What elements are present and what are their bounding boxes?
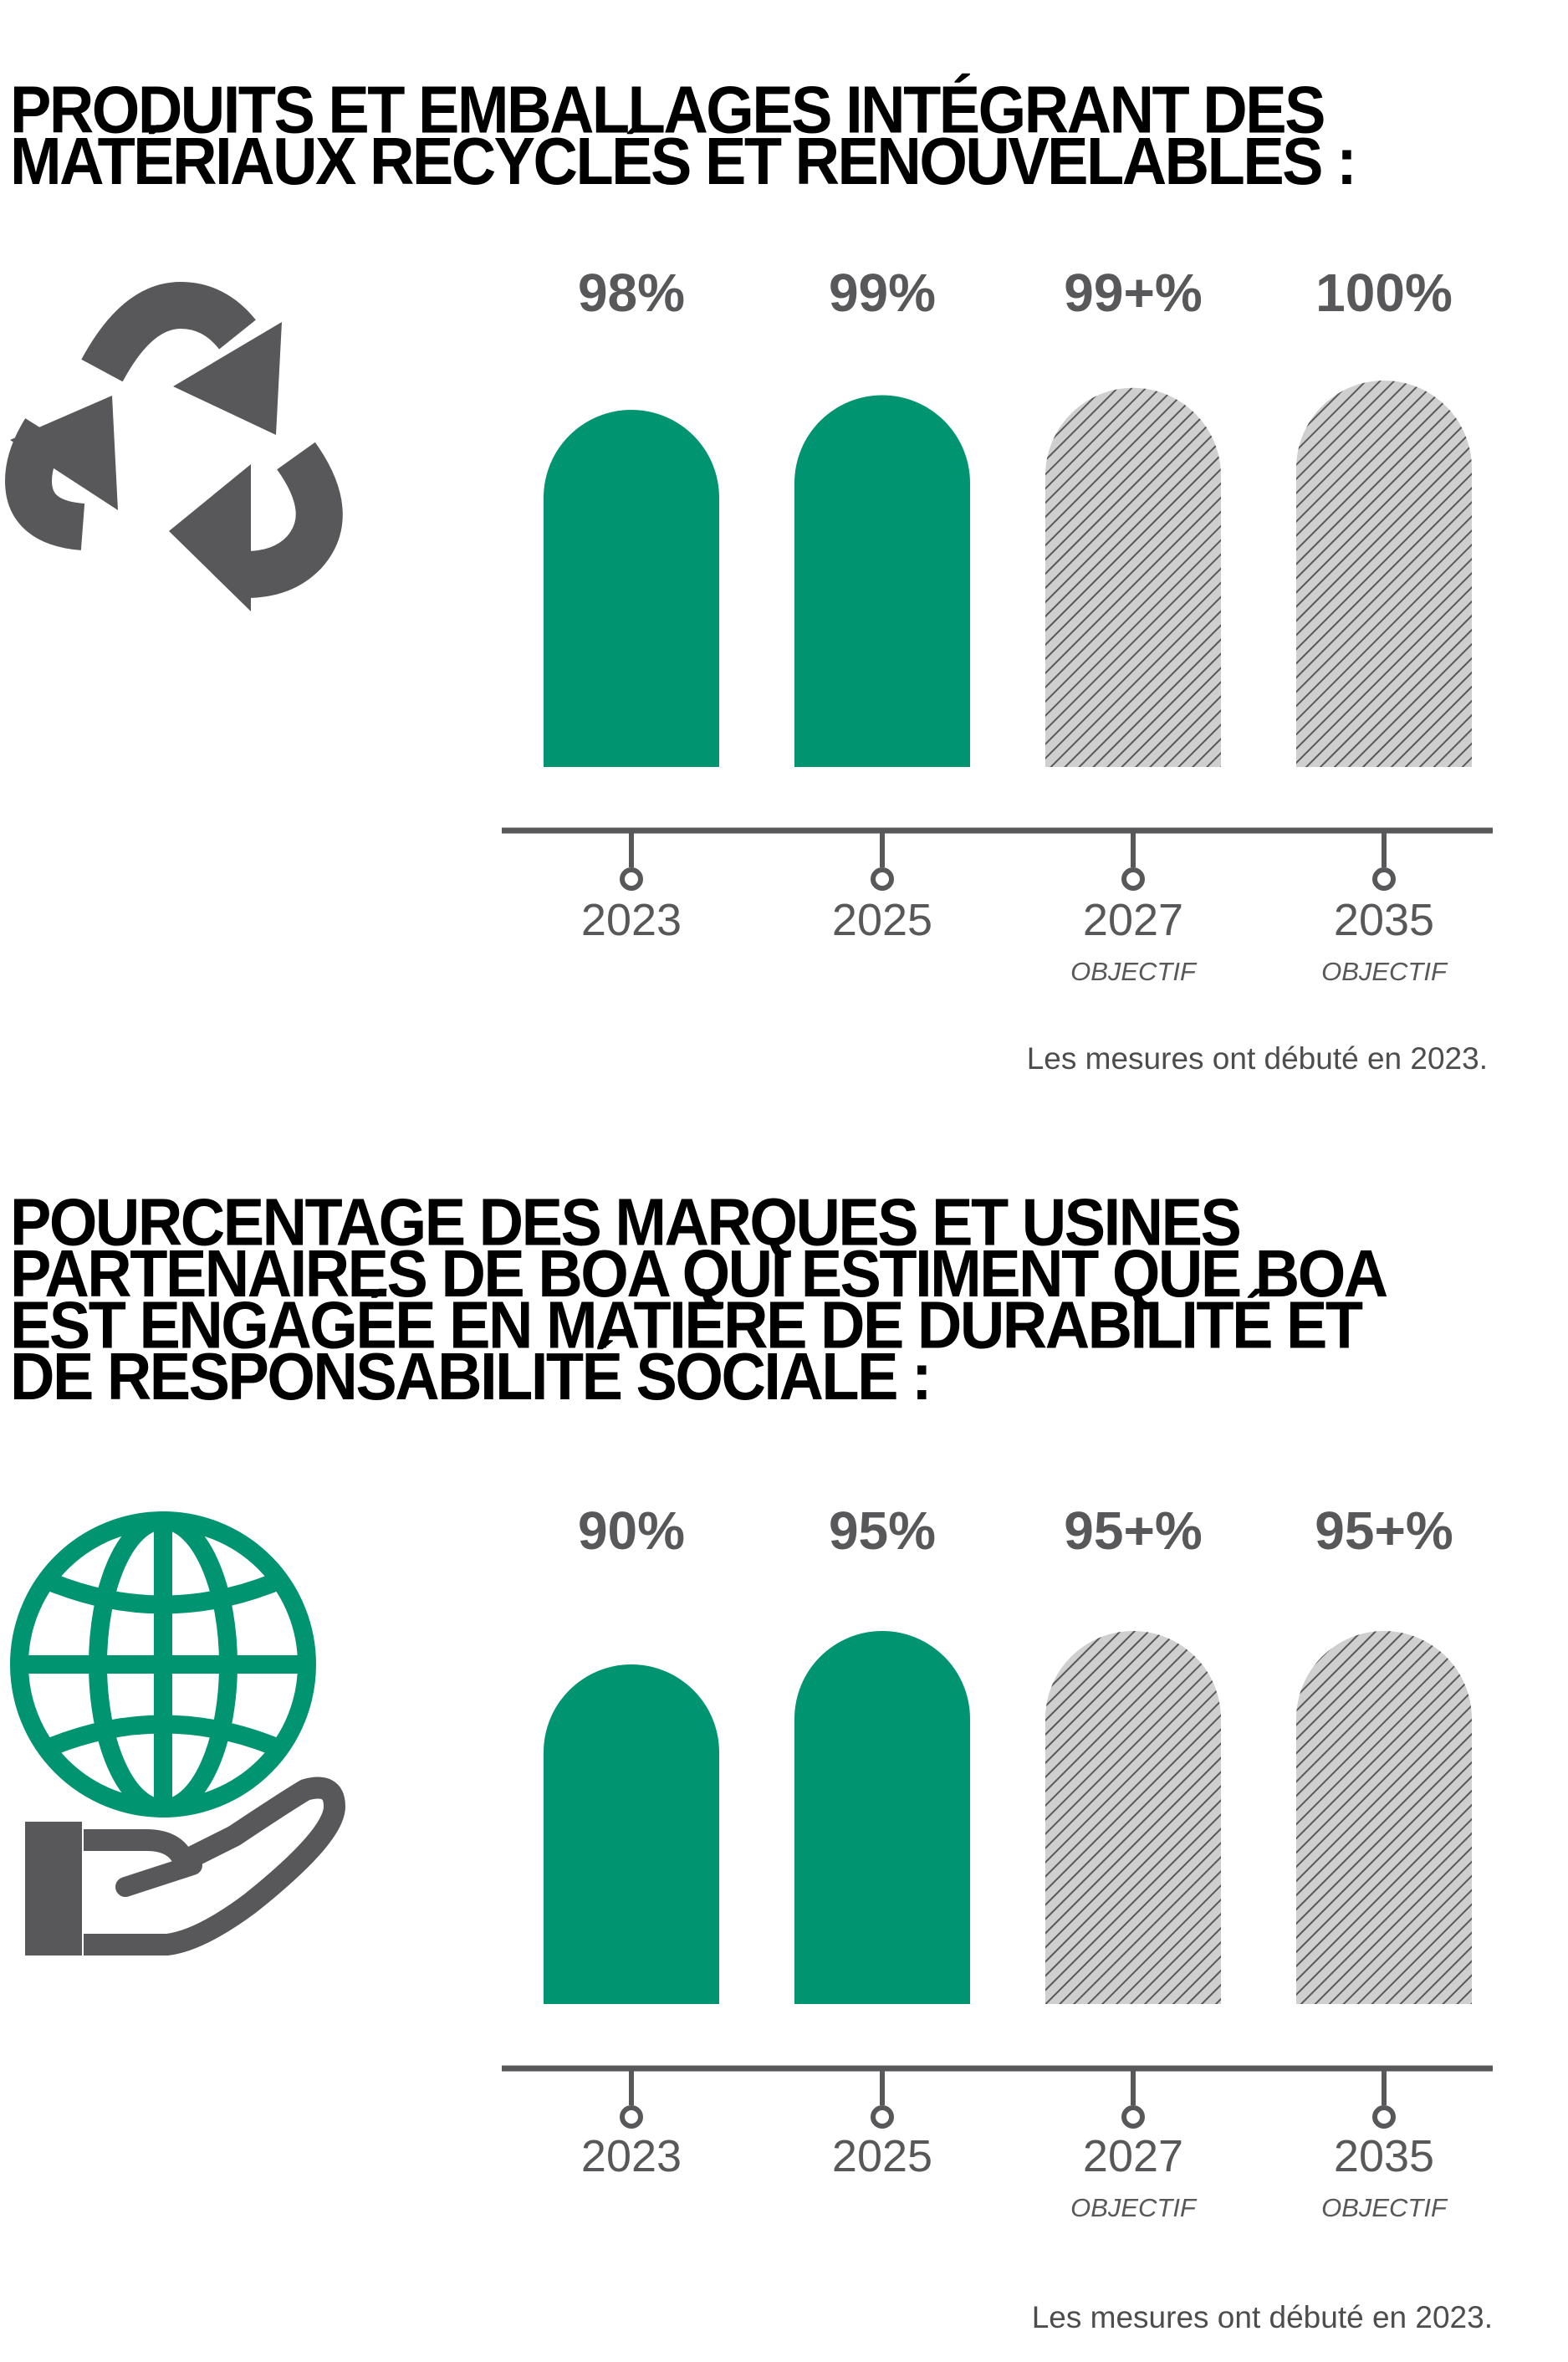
- value-label: 95+%: [1315, 1501, 1453, 1561]
- x-tick-label: 2035: [1334, 2131, 1434, 2181]
- bar-target: [1045, 1631, 1221, 2004]
- chart-svg: 98% 2023 99% 2025 99+% 2027 OBJECTIF 100% 2035 OB…: [502, 263, 1493, 986]
- axis-tick-marker: [871, 867, 894, 891]
- x-tick-label: 2035: [1334, 895, 1434, 945]
- axis-tick-marker: [620, 2105, 643, 2129]
- x-tick-label: 2027: [1083, 895, 1183, 945]
- x-tick-label: 2025: [832, 895, 932, 945]
- title-line: POURCENTAGE DES MARQUES ET USINES: [10, 1184, 1242, 1260]
- x-tick-label: 2027: [1083, 2131, 1183, 2181]
- axis-tick-marker: [1121, 2105, 1145, 2129]
- x-tick-label: 2023: [581, 895, 682, 945]
- bar-target: [1296, 381, 1472, 767]
- x-tick-sublabel: OBJECTIF: [1070, 957, 1198, 986]
- bar-target: [1296, 1631, 1472, 2004]
- x-tick-sublabel: OBJECTIF: [1321, 2193, 1448, 2222]
- value-label: 90%: [578, 1501, 685, 1561]
- axis-tick-marker: [1372, 2105, 1396, 2129]
- value-label: 98%: [578, 263, 685, 323]
- bar-target: [1045, 387, 1221, 767]
- x-tick-label: 2025: [832, 2131, 932, 2181]
- bar-actual: [794, 395, 970, 767]
- chart-title: POURCENTAGE DES MARQUES ET USINES PARTEN…: [10, 1189, 1388, 1410]
- bar-actual: [544, 1664, 719, 2004]
- bar-actual: [794, 1631, 970, 2004]
- chart-title: PRODUITS ET EMBALLAGES INTÉGRANT DES MAT…: [10, 76, 1357, 194]
- axis-tick-marker: [1372, 867, 1396, 891]
- axis-tick-marker: [871, 2105, 894, 2129]
- globe-hand-icon: [10, 1511, 345, 1956]
- x-tick-sublabel: OBJECTIF: [1321, 957, 1448, 986]
- chart-section-partner-perception: POURCENTAGE DES MARQUES ET USINES PARTEN…: [0, 1104, 1568, 2362]
- title-line: PARTENAIRES DE BOA QUI ESTIMENT QUE BOA: [10, 1235, 1388, 1311]
- value-label: 100%: [1315, 263, 1453, 323]
- bar-actual: [544, 410, 719, 767]
- chart-note: Les mesures ont débuté en 2023.: [1031, 2300, 1493, 2334]
- title-line: MATÉRIAUX RECYCLÉS ET RENOUVELABLES :: [10, 123, 1357, 199]
- chart-note: Les mesures ont débuté en 2023.: [1026, 1041, 1488, 1076]
- x-tick-sublabel: OBJECTIF: [1070, 2193, 1198, 2222]
- chart-section-recycled-materials: PRODUITS ET EMBALLAGES INTÉGRANT DES MAT…: [0, 0, 1568, 1104]
- axis-tick-marker: [1121, 867, 1145, 891]
- chart-svg: 90% 2023 95% 2025 95+% 2027 OBJECTIF 95+% 2035 OB…: [502, 1501, 1493, 2222]
- value-label: 99+%: [1064, 263, 1202, 323]
- axis-tick-marker: [620, 867, 643, 891]
- title-line: EST ENGAGÉE EN MATIÈRE DE DURABILITÉ ET: [10, 1287, 1363, 1362]
- title-line: DE RESPONSABILITÉ SOCIALE :: [10, 1338, 932, 1414]
- value-label: 99%: [829, 263, 936, 323]
- value-label: 95+%: [1064, 1501, 1202, 1561]
- recycle-icon: [5, 282, 343, 611]
- x-tick-label: 2023: [581, 2131, 682, 2181]
- title-line: PRODUITS ET EMBALLAGES INTÉGRANT DES: [10, 71, 1325, 147]
- value-label: 95%: [829, 1501, 936, 1561]
